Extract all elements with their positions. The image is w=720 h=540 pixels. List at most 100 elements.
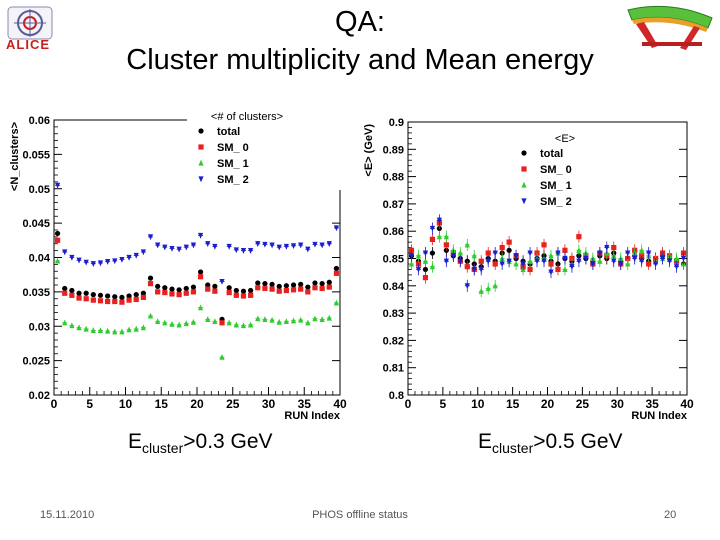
data-point	[436, 217, 442, 224]
data-point	[212, 288, 218, 294]
data-point	[190, 284, 197, 290]
data-point	[147, 312, 154, 319]
data-point	[126, 254, 132, 261]
data-point	[604, 244, 610, 251]
data-point	[436, 233, 442, 240]
data-point	[76, 290, 82, 296]
mean-energy-svg: 0.8 0.81 0.82 0.83 0.84 0.85 0.86 0.87 0.88 0.89 0…	[363, 117, 694, 422]
data-point	[54, 182, 61, 189]
data-point	[126, 297, 132, 303]
data-point	[319, 285, 325, 292]
data-point	[62, 285, 68, 292]
data-point	[162, 244, 168, 251]
x-tick-label: 10	[471, 397, 485, 411]
data-point	[520, 261, 526, 268]
data-point	[255, 285, 261, 291]
data-point	[680, 255, 687, 262]
data-point	[443, 233, 449, 240]
y-tick-label: 0.9	[389, 117, 404, 129]
x-tick-label: 40	[333, 397, 347, 411]
data-point	[112, 258, 118, 265]
data-point	[147, 234, 154, 241]
data-point	[169, 286, 175, 292]
data-point	[269, 316, 275, 323]
legend-label: SM_ 1	[217, 158, 249, 170]
x-tick-label: 25	[576, 397, 590, 411]
data-point	[262, 285, 268, 292]
y-tick-label: 0.86	[383, 226, 404, 238]
data-point	[666, 258, 673, 265]
data-point	[262, 316, 268, 322]
data-point	[305, 319, 311, 326]
data-point	[333, 270, 340, 276]
footer-page-number: 20	[664, 509, 677, 521]
data-point	[326, 241, 332, 247]
data-point	[226, 319, 232, 326]
legend-marker-total	[521, 150, 527, 156]
data-point	[219, 353, 225, 360]
data-point	[555, 250, 561, 257]
data-point	[83, 325, 89, 332]
caption-right-sub: cluster	[492, 440, 534, 457]
data-point	[140, 249, 146, 256]
data-point	[527, 250, 533, 257]
data-point	[140, 294, 146, 300]
data-point	[429, 236, 436, 242]
x-axis-label: RUN Index	[284, 410, 341, 420]
data-point	[133, 252, 139, 259]
data-point	[408, 260, 415, 267]
data-point	[233, 292, 239, 298]
data-point	[197, 304, 204, 311]
data-point	[255, 315, 261, 322]
data-point	[646, 261, 652, 267]
data-point	[492, 261, 498, 267]
data-point	[415, 252, 422, 259]
data-point	[155, 318, 161, 325]
x-tick-label: 15	[506, 397, 520, 411]
legend-marker-sm1	[521, 181, 527, 188]
data-point	[269, 286, 275, 292]
data-point	[176, 246, 182, 253]
caption-left-main: E	[128, 430, 143, 453]
data-point	[646, 250, 652, 257]
data-point	[319, 281, 325, 287]
legend-title: <E>	[555, 133, 575, 145]
data-point	[133, 292, 139, 298]
data-point	[298, 281, 304, 287]
data-point	[457, 258, 463, 265]
data-point	[190, 289, 197, 295]
data-point	[548, 261, 554, 267]
data-point	[240, 293, 247, 299]
data-point	[240, 288, 247, 294]
data-point	[541, 242, 547, 248]
data-point	[176, 287, 182, 293]
data-point	[262, 241, 268, 248]
data-point	[205, 282, 211, 288]
data-point	[176, 321, 182, 328]
data-point	[90, 261, 96, 267]
data-point	[290, 282, 297, 288]
data-point	[583, 255, 589, 262]
data-point	[464, 241, 470, 248]
caption-left-rest: >0.3 GeV	[183, 430, 273, 453]
data-point	[205, 316, 211, 322]
data-point	[415, 266, 422, 273]
data-point	[576, 258, 582, 265]
data-point	[105, 327, 111, 334]
data-point	[625, 260, 631, 267]
data-point	[205, 241, 211, 247]
data-point	[183, 320, 189, 327]
legend-marker-total	[198, 128, 204, 134]
data-point	[471, 266, 477, 273]
data-point	[499, 244, 505, 251]
data-point	[197, 274, 204, 280]
series-sm2	[408, 214, 687, 292]
data-point	[276, 318, 282, 325]
data-point	[155, 289, 161, 295]
series-sm1	[54, 257, 340, 360]
x-tick-label: 0	[51, 397, 58, 411]
data-point	[162, 289, 168, 296]
y-tick-label: 0.87	[383, 199, 404, 211]
data-point	[276, 244, 282, 251]
data-point	[240, 322, 247, 329]
